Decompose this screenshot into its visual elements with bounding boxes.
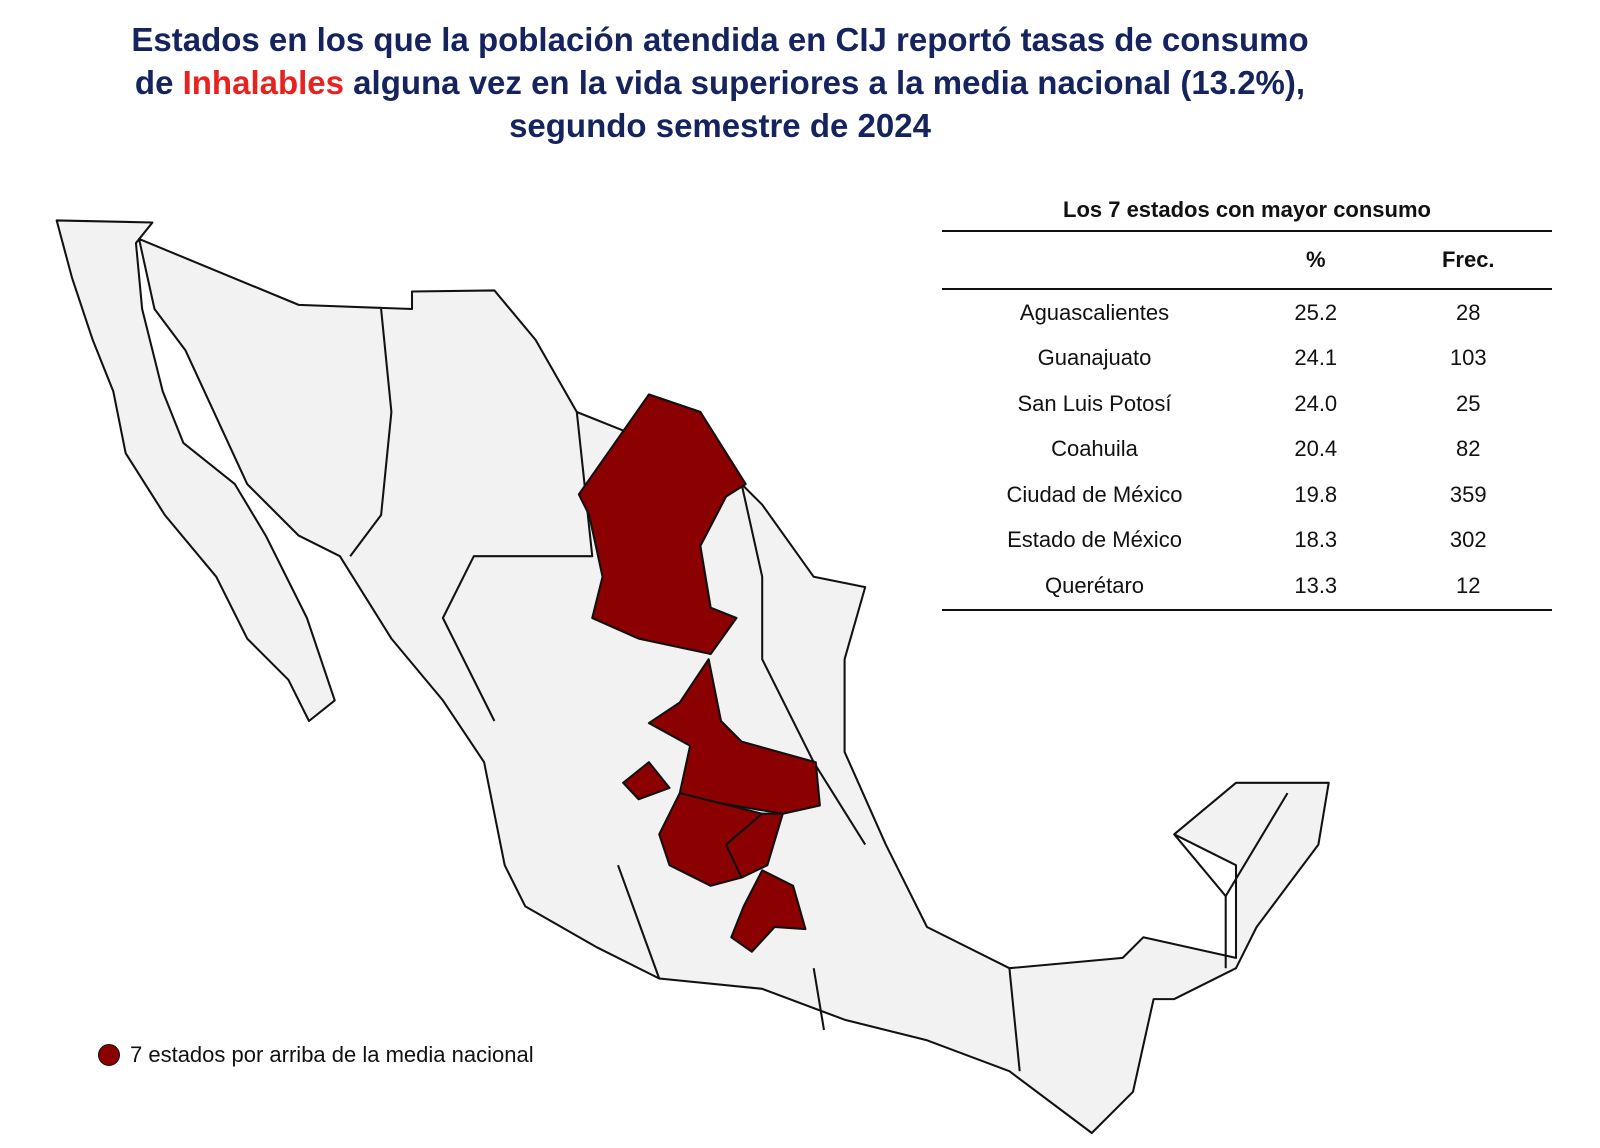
- table-cell: 28: [1456, 299, 1481, 325]
- table-row: Guanajuato 24.1 103: [942, 336, 1552, 382]
- table-cell: 24.1: [1294, 345, 1338, 371]
- table-cell: 25: [1456, 390, 1481, 416]
- table-title: Los 7 estados con mayor consumo: [1063, 197, 1431, 222]
- legend-swatch: [98, 1044, 120, 1066]
- table-cell: 82: [1456, 436, 1481, 462]
- table-cell: 20.4: [1294, 436, 1338, 462]
- data-table: % Frec. Aguascalientes 25.2 28 Guanajuato 24.…: [942, 230, 1552, 611]
- table-row: Estado de México 18.3 302: [942, 518, 1552, 564]
- title-line: de Inhalables alguna vez en la vida supe…: [0, 61, 1440, 104]
- table-cell: Aguascalientes: [1019, 299, 1170, 325]
- header-row: % Frec.: [942, 231, 1552, 290]
- estado-de-mexico: [730, 869, 807, 953]
- queretaro: [725, 812, 784, 879]
- column-header: Frec.: [1384, 231, 1552, 290]
- table-row: Querétaro 13.3 12: [942, 563, 1552, 610]
- title: Estados en los que la población atendida…: [0, 18, 1440, 147]
- title-highlight: Inhalables: [182, 64, 344, 101]
- title-text: de: [134, 64, 174, 101]
- table-row: Coahuila 20.4 82: [942, 427, 1552, 473]
- table-cell: 25.2: [1294, 299, 1338, 325]
- table-body: Aguascalientes 25.2 28 Guanajuato 24.1 103 San…: [942, 289, 1552, 610]
- table-cell: 19.8: [1294, 481, 1338, 507]
- table-cell: Estado de México: [1007, 527, 1182, 553]
- table-cell: Coahuila: [1051, 436, 1138, 462]
- table-cell: 12: [1456, 572, 1481, 598]
- title-line: segundo semestre de 2024: [509, 107, 931, 144]
- table-cell: 13.3: [1294, 572, 1338, 598]
- table-row: San Luis Potosí 24.0 25: [942, 381, 1552, 427]
- legend-label: 7 estados por arriba de la media naciona…: [130, 1042, 534, 1067]
- table-cell: Ciudad de México: [1006, 481, 1183, 507]
- title-line: Estados en los que la población atendida…: [131, 21, 1309, 58]
- title-text: alguna vez en la vida superiores a la me…: [353, 64, 1306, 101]
- state-borders: [349, 308, 1289, 1072]
- aguascalientes: [622, 761, 671, 801]
- table-cell: 24.0: [1294, 390, 1338, 416]
- table-cell: Guanajuato: [1037, 345, 1152, 371]
- legend: 7 estados por arriba de la media naciona…: [98, 1042, 534, 1068]
- table: Los 7 estados con mayor consumo % Frec. A…: [942, 190, 1552, 611]
- san-luis-potosi: [647, 658, 821, 815]
- table-cell: 103: [1449, 345, 1487, 371]
- column-header: [942, 231, 1247, 290]
- table-cell: 359: [1449, 481, 1487, 507]
- table-row: Ciudad de México 19.8 359: [942, 472, 1552, 518]
- table-row: Aguascalientes 25.2 28: [942, 289, 1552, 336]
- table-cell: 18.3: [1294, 527, 1338, 553]
- column-header: %: [1247, 231, 1385, 290]
- table-cell: 302: [1449, 527, 1487, 553]
- coahuila: [577, 393, 747, 656]
- table-cell: Querétaro: [1044, 572, 1145, 598]
- baja-california: [55, 219, 336, 723]
- table-cell: San Luis Potosí: [1017, 390, 1172, 416]
